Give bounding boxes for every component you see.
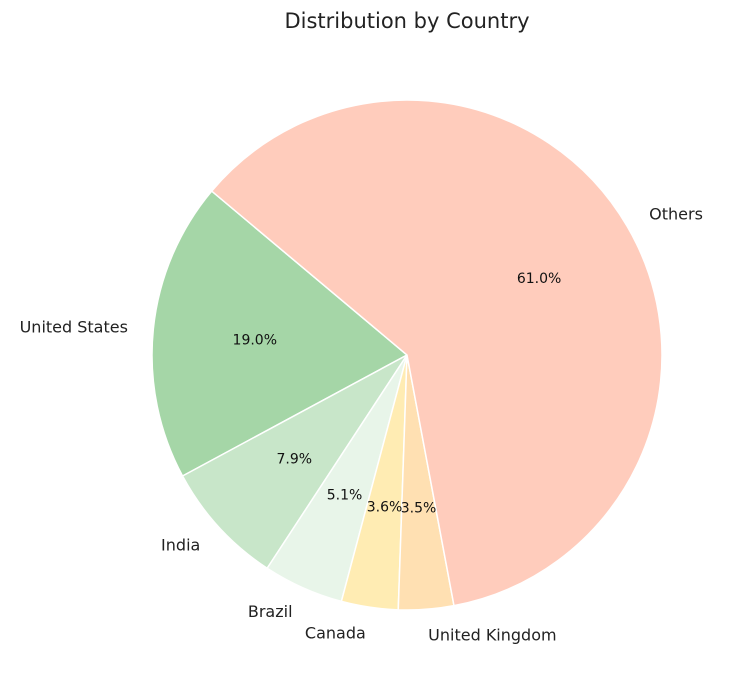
slice-label: India xyxy=(161,536,200,555)
chart-title: Distribution by Country xyxy=(284,9,529,33)
slice-label: Canada xyxy=(305,623,366,642)
slice-pct-label: 7.9% xyxy=(276,451,312,467)
slice-pct-label: 3.6% xyxy=(367,499,403,515)
slice-pct-label: 3.5% xyxy=(401,501,437,517)
slice-label: United Kingdom xyxy=(428,626,556,645)
pie-slice-others xyxy=(210,99,663,607)
slice-pct-label: 19.0% xyxy=(233,332,277,348)
slice-pct-label: 61.0% xyxy=(517,271,561,287)
slice-label: Brazil xyxy=(248,602,293,621)
pie-slice-india xyxy=(181,354,408,570)
slice-label: Others xyxy=(649,204,703,223)
slice-label: United States xyxy=(20,317,128,336)
pie-slice-united-states xyxy=(151,190,409,478)
slice-pct-label: 5.1% xyxy=(327,488,363,504)
